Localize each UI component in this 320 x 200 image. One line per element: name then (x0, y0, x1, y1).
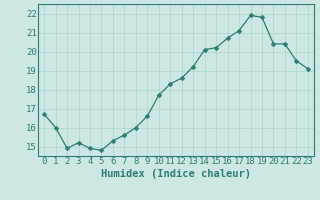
X-axis label: Humidex (Indice chaleur): Humidex (Indice chaleur) (101, 169, 251, 179)
